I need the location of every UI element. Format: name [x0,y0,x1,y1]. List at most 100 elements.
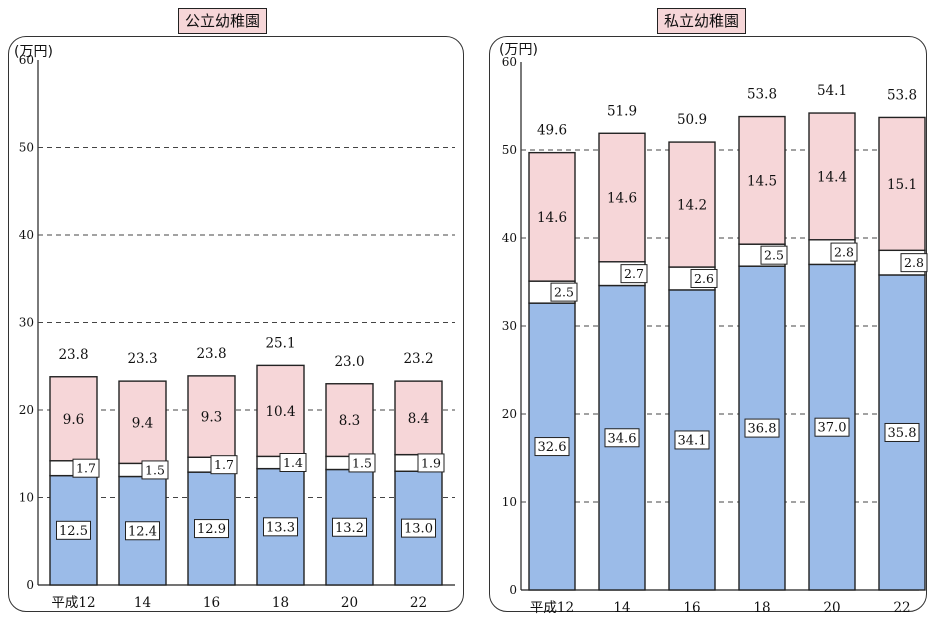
bar-total-label: 50.9 [677,112,707,128]
y-tick-label: 40 [502,231,517,245]
x-category-label: 平成12 [51,595,95,611]
segment-value-label: 1.7 [214,457,234,472]
bar-segment-upper [808,112,856,241]
segment-value-label: 34.1 [678,433,707,448]
segment-label-box [194,519,229,539]
y-unit-label: (万円) [14,44,53,60]
bar-segment-upper [878,116,926,252]
segment-value-label: 13.0 [404,522,433,537]
y-tick-label: 0 [26,578,34,592]
x-category-label: 18 [272,595,289,611]
private-kindergarten-chart: 0 10 20 30 40 50 60(万円) 32.6 2.5 14.6 49.6 平成12 34.6… [499,42,928,616]
y-tick-label: 60 [19,53,34,67]
segment-value-label: 14.5 [747,173,777,189]
y-tick-label: 20 [19,403,34,417]
segment-value-label: 1.9 [421,455,441,470]
x-category-label: 16 [683,600,700,616]
segment-value-label: 13.2 [335,521,364,536]
segment-value-label: 14.6 [607,191,637,207]
segment-value-label: 13.3 [266,520,295,535]
segment-value-label: 12.5 [59,524,88,539]
bar-total-label: 23.2 [403,351,433,367]
segment-value-label: 14.6 [537,210,567,226]
segment-value-label: 1.5 [145,462,165,477]
segment-value-label: 8.4 [408,411,429,427]
segment-label-box [674,430,710,450]
segment-label-box [814,417,850,437]
bar-segment-upper [528,151,576,282]
bar-segment-upper [738,115,786,245]
bar-total-label: 49.6 [537,123,567,139]
segment-label-box [900,253,928,273]
x-category-label: 20 [823,600,840,616]
segment-value-label: 15.1 [887,177,917,193]
x-category-label: 14 [134,595,151,611]
segment-value-label: 34.6 [608,431,637,446]
y-tick-label: 40 [19,228,34,242]
segment-value-label: 12.9 [197,522,226,537]
segment-label-box [210,455,238,475]
segment-label-box [604,428,640,448]
segment-label-box [401,518,436,538]
segment-label-box [417,453,445,473]
private-chart-frame [489,36,927,612]
bar-segment-upper [394,380,443,456]
segment-label-box [620,264,648,284]
public-kindergarten-panel: 公立幼稚園 0 10 20 30 40 50 60 (万円) 12.5 1.7 9.6 23.8 平成1… [8,8,464,612]
x-category-label: 22 [893,600,910,616]
segment-label-box [760,245,788,265]
segment-label-box [263,517,298,537]
segment-value-label: 8.3 [339,413,360,429]
private-kindergarten-title: 私立幼稚園 [657,8,747,34]
y-unit-label: (万円) [499,42,538,58]
segment-value-label: 1.5 [352,455,372,470]
segment-value-label: 1.7 [76,461,96,476]
x-category-label: 平成12 [530,600,574,616]
bar-total-label: 54.1 [817,83,847,99]
bar-total-label: 23.3 [127,351,157,367]
segment-label-box [884,422,920,442]
segment-value-label: 2.6 [694,271,714,286]
x-category-label: 18 [753,600,770,616]
bar-segment-upper [668,141,716,268]
x-category-label: 20 [341,595,358,611]
segment-label-box [830,242,858,262]
y-tick-label: 10 [19,491,34,505]
bar-segment-upper [187,375,236,458]
bar-total-label: 25.1 [265,335,295,351]
bar-total-label: 23.0 [334,354,364,370]
segment-label-box [125,521,160,541]
bar-total-label: 23.8 [58,347,88,363]
segment-value-label: 2.7 [624,266,644,281]
segment-label-box [550,282,578,302]
segment-label-box [56,520,91,540]
bar-total-label: 53.8 [887,87,917,103]
segment-value-label: 2.8 [834,245,854,260]
segment-value-label: 9.6 [63,412,84,428]
public-chart-frame [8,36,464,612]
segment-value-label: 1.4 [283,455,303,470]
bar-total-label: 23.8 [196,346,226,362]
segment-value-label: 36.8 [748,422,777,437]
y-tick-label: 10 [502,495,517,509]
public-kindergarten-chart: 0 10 20 30 40 50 60(万円) 12.5 1.7 9.6 23.8 平成12 12.4 1… [14,44,455,611]
y-tick-label: 50 [502,143,517,157]
private-kindergarten-panel: 私立幼稚園 0 10 20 30 40 50 60 (万円) 32.6 2.5 14.6 49.6 平成… [471,0,931,619]
segment-value-label: 32.6 [538,440,567,455]
segment-value-label: 12.4 [128,524,157,539]
segment-label-box [690,268,718,288]
y-tick-label: 50 [19,141,34,155]
segment-label-box [534,437,570,457]
y-tick-label: 20 [502,407,517,421]
segment-label-box [348,453,376,473]
segment-value-label: 2.8 [904,255,924,270]
y-tick-label: 30 [502,319,517,333]
segment-label-box [744,418,780,438]
bar-segment-upper [256,364,305,458]
y-tick-label: 30 [19,316,34,330]
segment-value-label: 2.5 [764,248,784,263]
segment-value-label: 2.5 [554,285,574,300]
segment-value-label: 10.4 [265,404,295,420]
bar-segment-upper [598,132,646,263]
segment-label-box [72,458,100,478]
